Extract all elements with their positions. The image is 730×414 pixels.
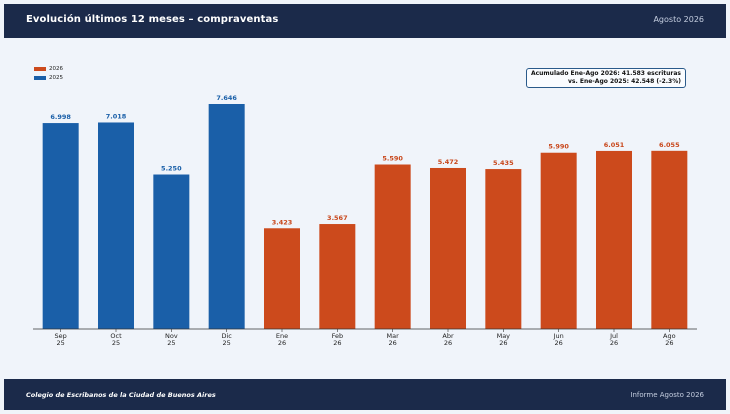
bar-abr-26 [430, 167, 466, 329]
data-label-may-26: 5.435 [493, 159, 514, 167]
header-date: Agosto 2026 [653, 15, 704, 24]
bar-chart: 6.998Sep257.018Oct255.250Nov257.646Dic25… [33, 94, 697, 347]
legend-label-2026: 2026 [49, 66, 63, 73]
x-tick-label-month-ago-26: Ago [663, 332, 676, 340]
bar-may-26 [485, 169, 522, 329]
data-label-oct-25: 7.018 [106, 112, 127, 120]
data-label-ago-26: 6.055 [659, 141, 680, 149]
bar-dic-25 [208, 104, 245, 329]
bar-jul-26 [596, 150, 632, 329]
bar-feb-26 [319, 224, 356, 329]
x-tick-label-year-feb-26: 26 [333, 339, 341, 347]
x-tick-label-year-may-26: 26 [499, 339, 507, 347]
organization-name: Colegio de Escribanos de la Ciudad de Bu… [26, 391, 216, 399]
x-tick-label-year-sep-25: 25 [57, 339, 65, 347]
x-tick-label-month-may-26: May [497, 332, 511, 340]
page-title: Evolución últimos 12 meses – compraventa… [26, 14, 279, 25]
data-label-dic-25: 7.646 [216, 94, 237, 102]
legend-entry-2026: 2026 [34, 65, 63, 74]
x-tick-label-year-dic-25: 25 [223, 339, 231, 347]
x-tick-label-month-feb-26: Feb [332, 332, 344, 340]
x-tick-label-month-nov-25: Nov [165, 332, 178, 340]
data-label-ene-26: 3.423 [272, 218, 293, 226]
report-header: Evolución últimos 12 meses – compraventa… [4, 4, 726, 38]
report-footer: Colegio de Escribanos de la Ciudad de Bu… [4, 379, 726, 410]
bar-sep-25 [42, 123, 79, 330]
x-tick-label-year-abr-26: 26 [444, 339, 452, 347]
bar-mar-26 [374, 164, 411, 329]
data-label-nov-25: 5.250 [161, 165, 182, 173]
annotation-line-1: Acumulado Ene-Ago 2026: 41.583 escritura… [530, 70, 681, 77]
x-tick-label-month-dic-25: Dic [221, 332, 232, 340]
data-label-sep-25: 6.998 [50, 113, 71, 121]
x-tick-label-year-oct-25: 25 [112, 339, 120, 347]
legend-label-2025: 2025 [49, 74, 63, 81]
x-tick-label-month-jun-26: Jun [553, 332, 564, 340]
x-tick-label-year-ago-26: 26 [665, 339, 673, 347]
x-tick-label-year-ene-26: 26 [278, 339, 286, 347]
annotation-line-2: vs. Ene-Ago 2025: 42.548 (-2.3%) [568, 78, 681, 85]
data-label-jun-26: 5.990 [548, 143, 569, 151]
bar-ene-26 [264, 228, 300, 329]
x-tick-label-month-abr-26: Abr [442, 332, 454, 340]
legend-swatch-2025 [34, 75, 46, 80]
footer-report-label: Informe Agosto 2026 [630, 391, 704, 399]
bar-oct-25 [98, 122, 134, 329]
x-tick-label-year-mar-26: 26 [389, 339, 397, 347]
bar-jun-26 [540, 152, 577, 329]
x-tick-label-year-jun-26: 26 [555, 339, 563, 347]
x-tick-label-month-jul-26: Jul [609, 332, 618, 340]
legend-swatch-2026 [34, 67, 46, 72]
chart-legend: 2026 2025 [34, 65, 63, 82]
legend-entry-2025: 2025 [34, 74, 63, 83]
data-label-jul-26: 6.051 [604, 141, 625, 149]
x-tick-label-year-nov-25: 25 [167, 339, 175, 347]
data-label-feb-26: 3.567 [327, 214, 348, 222]
data-label-abr-26: 5.472 [438, 158, 459, 166]
cumulative-annotation: Acumulado Ene-Ago 2026: 41.583 escritura… [525, 68, 686, 88]
bar-ago-26 [651, 150, 688, 329]
x-tick-label-month-ene-26: Ene [276, 332, 288, 340]
data-label-mar-26: 5.590 [382, 155, 403, 163]
bar-nov-25 [153, 174, 190, 329]
x-tick-label-month-oct-25: Oct [110, 332, 122, 340]
x-tick-label-year-jul-26: 26 [610, 339, 618, 347]
x-tick-label-month-mar-26: Mar [387, 332, 400, 340]
x-tick-label-month-sep-25: Sep [55, 332, 67, 340]
